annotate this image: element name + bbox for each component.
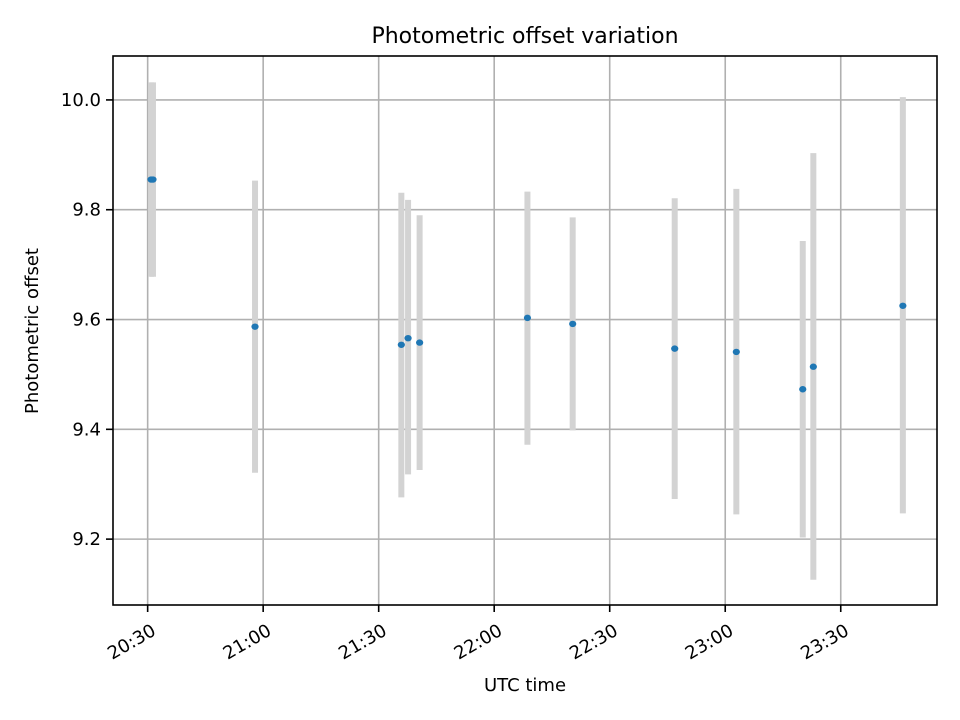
x-tick-label: 21:00 bbox=[220, 620, 275, 664]
plot-frame bbox=[112, 55, 938, 606]
data-point bbox=[397, 341, 405, 348]
chart-title: Photometric offset variation bbox=[371, 24, 678, 49]
x-axis-label: UTC time bbox=[484, 675, 566, 696]
x-tick-label: 23:30 bbox=[797, 620, 852, 664]
x-tick-label: 22:00 bbox=[451, 620, 506, 664]
data-point bbox=[149, 176, 157, 183]
x-tick-label: 21:30 bbox=[335, 620, 390, 664]
data-point bbox=[732, 348, 740, 356]
y-tick-label: 9.6 bbox=[72, 310, 101, 331]
x-tick-label: 22:30 bbox=[566, 620, 621, 664]
data-point bbox=[569, 320, 577, 328]
y-axis-label: Photometric offset bbox=[22, 248, 43, 414]
data-point bbox=[809, 363, 817, 370]
data-point bbox=[416, 339, 424, 346]
y-tick-label: 9.8 bbox=[72, 200, 101, 221]
data-point bbox=[251, 323, 259, 330]
data-point bbox=[404, 334, 412, 342]
x-tick-label: 23:00 bbox=[682, 620, 737, 664]
y-tick-label: 9.2 bbox=[72, 529, 101, 550]
data-point bbox=[523, 314, 532, 322]
point-layer bbox=[147, 176, 907, 393]
y-tick-label: 9.4 bbox=[72, 419, 101, 440]
data-point bbox=[899, 302, 907, 309]
data-point bbox=[799, 386, 807, 393]
x-tick-label: 20:30 bbox=[104, 620, 159, 664]
data-point bbox=[671, 345, 679, 352]
y-tick-label: 10.0 bbox=[61, 90, 101, 111]
